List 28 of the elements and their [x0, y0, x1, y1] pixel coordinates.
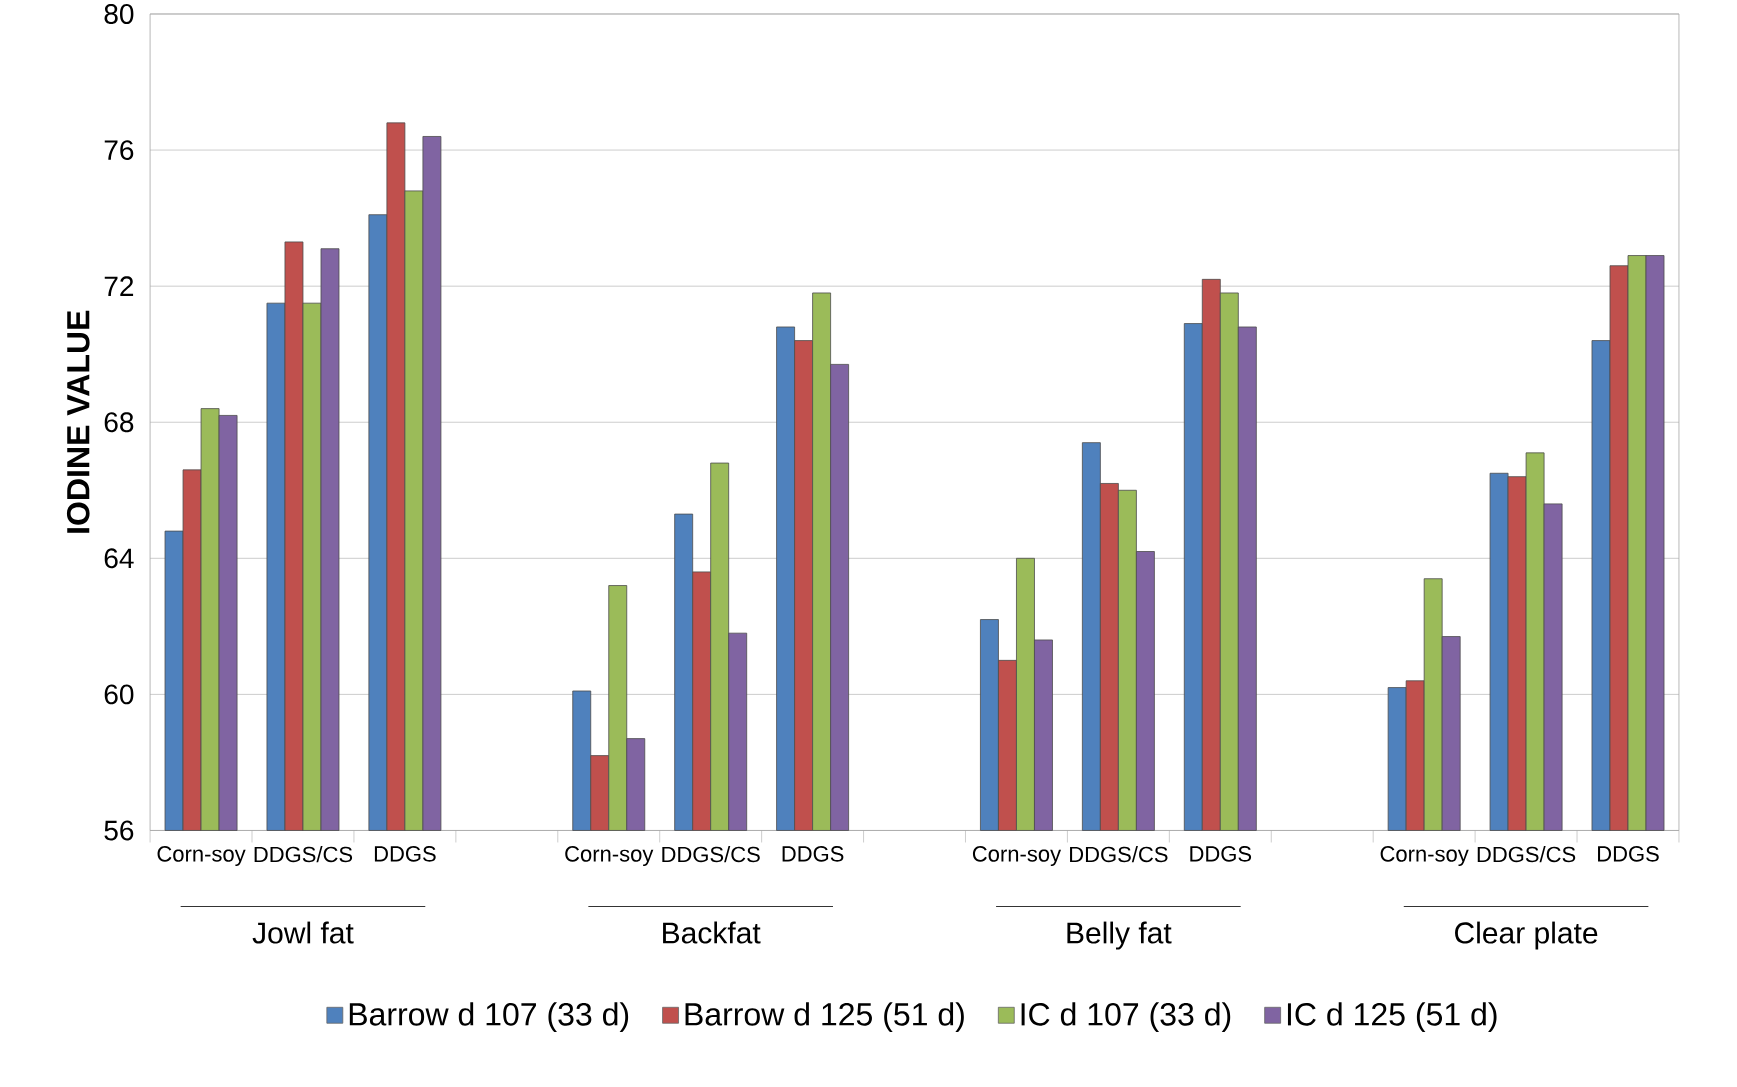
x-tick-label: Corn-soy: [565, 846, 654, 867]
x-tick-label: Corn-soy: [1380, 846, 1469, 867]
x-tick-label: DDGS/CS: [1477, 846, 1576, 863]
y-tick-label: 76: [104, 140, 134, 161]
y-axis-title: IODINE VALUE: [66, 311, 90, 533]
x-tick-label: DDGS: [1598, 846, 1659, 862]
legend-label: IC d 125 (51 d): [1287, 1002, 1497, 1033]
x-tick-label: Corn-soy: [157, 846, 246, 867]
text: Jowl fat: [252, 921, 354, 944]
x-tick-label: DDGS/CS: [254, 846, 353, 863]
text: Clear plate: [1455, 921, 1598, 950]
x-tick-label: DDGS: [374, 846, 436, 862]
y-tick-label: 68: [104, 412, 134, 433]
text: Belly fat: [1067, 921, 1172, 950]
y-tick-label: 80: [104, 4, 134, 25]
legend-label: Barrow d 107 (33 d): [349, 1002, 629, 1033]
y-tick-label: 60: [104, 684, 134, 705]
x-tick-label: DDGS/CS: [662, 846, 760, 863]
x-tick-label: DDGS: [1190, 846, 1252, 862]
legend-label: Barrow d 125 (51 d): [685, 1002, 964, 1033]
legend-label: IC d 107 (33 d): [1021, 1002, 1231, 1033]
x-tick-label: Corn-soy: [972, 846, 1062, 867]
x-tick-label: DDGS/CS: [1070, 846, 1168, 863]
y-tick-label: 64: [104, 548, 134, 569]
x-tick-label: DDGS: [782, 846, 844, 862]
text: Backfat: [663, 921, 761, 944]
y-tick-label: 72: [104, 276, 134, 297]
y-tick-label: 56: [104, 820, 134, 841]
